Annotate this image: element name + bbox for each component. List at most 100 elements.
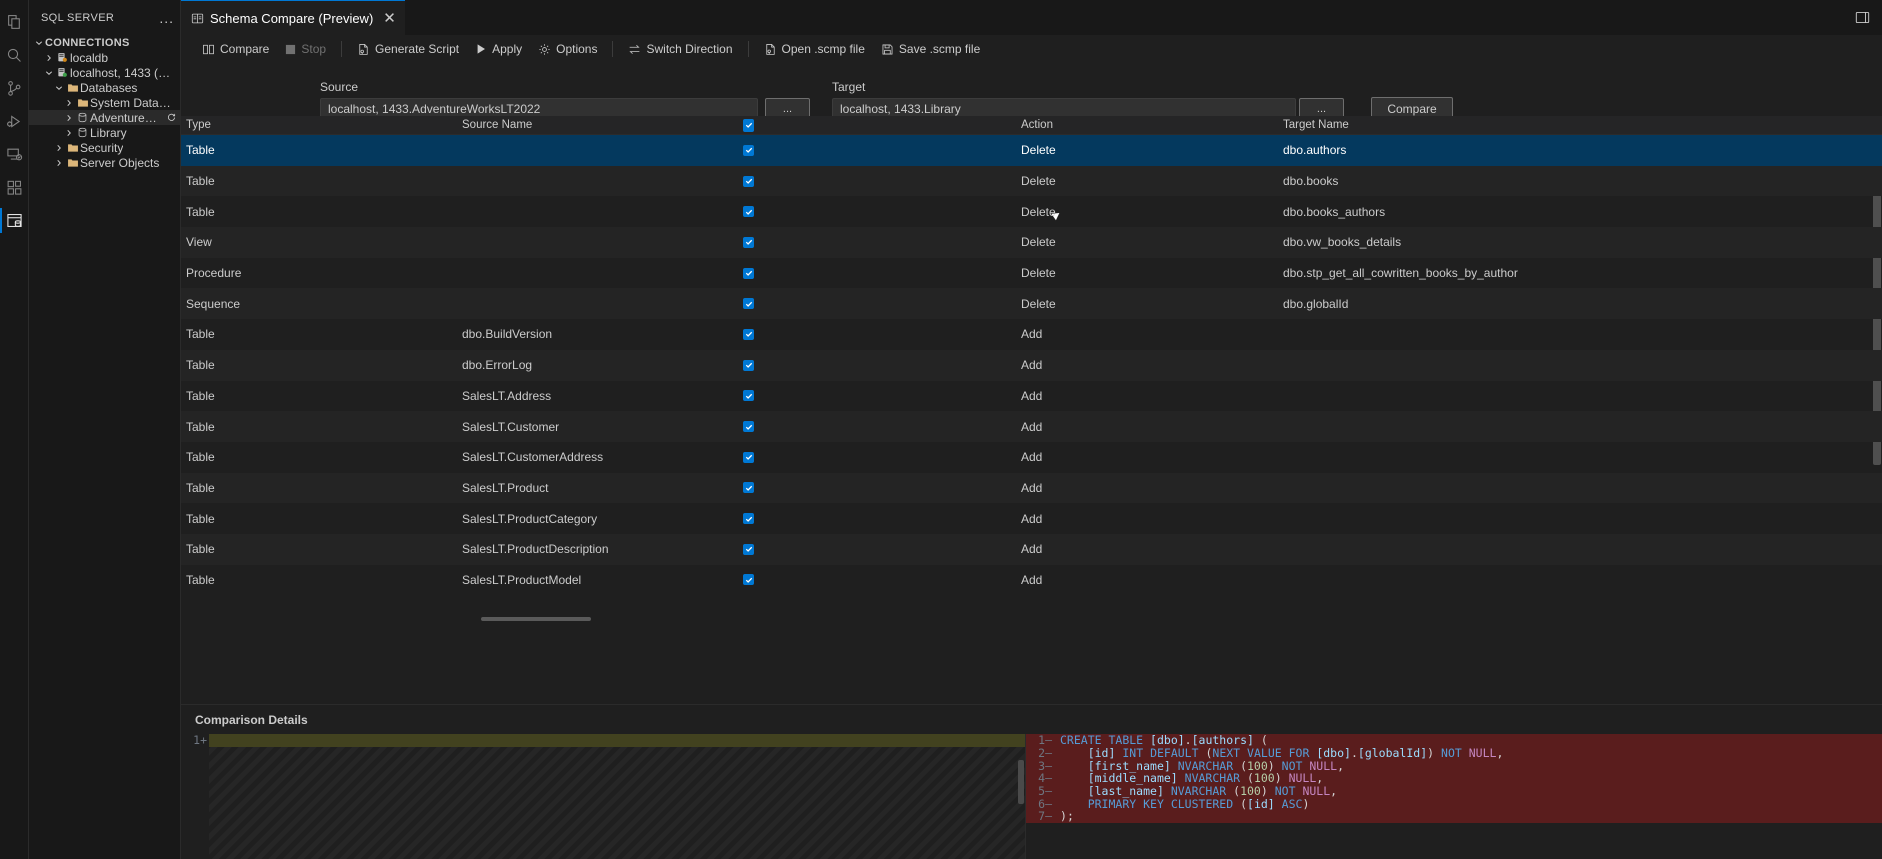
open-scmp-button[interactable]: Open .scmp file	[756, 39, 873, 59]
run-debug-icon[interactable]	[0, 105, 29, 138]
grid-horizontal-scrollbar[interactable]	[181, 617, 1882, 621]
chevron-right-icon[interactable]	[63, 114, 75, 122]
row-checkbox[interactable]	[743, 298, 754, 310]
more-actions-icon[interactable]: ...	[159, 9, 174, 26]
activity-bar	[0, 0, 29, 859]
source-control-icon[interactable]	[0, 72, 29, 105]
extensions-icon[interactable]	[0, 171, 29, 204]
table-row[interactable]: Table SalesLT.CustomerAddress Add	[181, 442, 1882, 473]
tab-close-icon[interactable]: ✕	[383, 9, 396, 27]
table-row[interactable]: Table SalesLT.ProductDescription Add	[181, 533, 1882, 565]
sidebar-title: SQL SERVER	[41, 11, 115, 24]
table-row[interactable]: Table SalesLT.Product Add	[181, 472, 1882, 504]
grid-hscroll-thumb[interactable]	[481, 617, 591, 621]
diff-line: 7—);	[1026, 809, 1882, 824]
explorer-icon[interactable]	[0, 6, 29, 39]
row-checkbox[interactable]	[743, 513, 754, 525]
diff-line-number: 1+	[193, 734, 207, 748]
save-scmp-button[interactable]: Save .scmp file	[873, 39, 988, 59]
diff-line-code: );	[1060, 809, 1074, 824]
chevron-right-icon[interactable]	[63, 129, 75, 137]
tab-schema-compare[interactable]: Schema Compare (Preview) ✕	[181, 0, 405, 35]
cell-action: Add	[1021, 358, 1043, 373]
sql-server-icon[interactable]	[0, 204, 29, 237]
row-checkbox[interactable]	[743, 206, 754, 218]
diff-left-scroll-thumb[interactable]	[1018, 760, 1024, 804]
tree-item-connections[interactable]: CONNECTIONS	[29, 35, 180, 50]
table-row[interactable]: Table SalesLT.ProductModel Add	[181, 565, 1882, 596]
remote-explorer-icon[interactable]	[0, 138, 29, 171]
tree-item-server-objects[interactable]: Server Objects	[29, 155, 180, 170]
switch-direction-button[interactable]: Switch Direction	[620, 39, 740, 59]
select-all-checkbox[interactable]	[743, 118, 754, 132]
row-checkbox[interactable]	[743, 175, 754, 187]
tree-item-label: Databases	[80, 80, 138, 95]
column-header-type[interactable]: Type	[186, 119, 211, 131]
row-checkbox[interactable]	[743, 574, 754, 586]
source-browse-button[interactable]: ...	[765, 98, 810, 120]
cell-action: Delete	[1021, 266, 1056, 281]
tree-item-security[interactable]: Security	[29, 140, 180, 155]
cell-target-name: dbo.books	[1283, 174, 1339, 189]
cell-action: Add	[1021, 388, 1043, 403]
row-checkbox[interactable]	[743, 482, 754, 494]
chevron-right-icon[interactable]	[53, 144, 65, 152]
row-checkbox[interactable]	[743, 359, 754, 371]
folder-icon	[65, 82, 80, 94]
row-checkbox[interactable]	[743, 451, 754, 463]
diff-empty-hatch	[209, 734, 1025, 859]
table-row[interactable]: Table dbo.ErrorLog Add	[181, 349, 1882, 381]
tree-item-adventureworkslt[interactable]: AdventureWorksLT...	[29, 110, 180, 125]
tree-item-localhost-1433-sql-serv[interactable]: localhost, 1433 (SQL Serv...	[29, 65, 180, 80]
compare-button[interactable]: Compare	[194, 39, 277, 59]
cell-type: Sequence	[186, 296, 241, 311]
chevron-right-icon[interactable]	[43, 54, 55, 62]
tree-item-system-databases[interactable]: System Databases	[29, 95, 180, 110]
tree-item-databases[interactable]: Databases	[29, 80, 180, 95]
column-header-action[interactable]: Action	[1021, 119, 1053, 131]
compare-run-button[interactable]: Compare	[1371, 97, 1453, 120]
column-header-target-name[interactable]: Target Name	[1283, 119, 1349, 131]
row-checkbox[interactable]	[743, 543, 754, 555]
chevron-down-icon[interactable]	[53, 84, 65, 92]
row-checkbox[interactable]	[743, 236, 754, 248]
options-button[interactable]: Options	[530, 39, 605, 59]
table-row[interactable]: View Delete dbo.vw_books_details	[181, 227, 1882, 258]
diff-source-pane[interactable]: 1+	[181, 734, 1026, 859]
editor-area: Schema Compare (Preview) ✕ Compare	[181, 0, 1882, 859]
table-row[interactable]: Sequence Delete dbo.globalId	[181, 288, 1882, 320]
chevron-right-icon[interactable]	[53, 159, 65, 167]
tree-item-library[interactable]: Library	[29, 125, 180, 140]
toggle-panel-icon[interactable]	[1855, 10, 1870, 25]
cell-action: Delete	[1021, 204, 1056, 219]
row-checkbox[interactable]	[743, 144, 754, 156]
chevron-right-icon[interactable]	[63, 99, 75, 107]
row-checkbox[interactable]	[743, 267, 754, 279]
table-row[interactable]: Table dbo.BuildVersion Add	[181, 319, 1882, 350]
table-row[interactable]: Table SalesLT.Customer Add	[181, 411, 1882, 442]
tree-item-label: localhost, 1433 (SQL Serv...	[70, 65, 176, 80]
chevron-down-icon[interactable]	[33, 39, 45, 47]
diff-added-line-highlight	[209, 734, 1025, 747]
checkbox-checked-icon	[743, 421, 754, 433]
row-checkbox[interactable]	[743, 328, 754, 340]
table-row[interactable]: Table Delete dbo.books_authors	[181, 196, 1882, 227]
tree-item-localdb[interactable]: localdb	[29, 50, 180, 65]
table-row[interactable]: Table SalesLT.ProductCategory Add	[181, 503, 1882, 534]
cell-action: Add	[1021, 419, 1043, 434]
column-header-source-name[interactable]: Source Name	[462, 119, 533, 131]
generate-script-button[interactable]: Generate Script	[349, 39, 467, 59]
row-checkbox[interactable]	[743, 390, 754, 402]
table-row[interactable]: Table Delete dbo.books	[181, 165, 1882, 197]
diff-target-pane[interactable]: 1— CREATE TABLE [dbo].[authors] (2— [id] …	[1026, 734, 1882, 859]
search-icon[interactable]	[0, 39, 29, 72]
row-checkbox[interactable]	[743, 421, 754, 433]
refresh-icon[interactable]	[167, 113, 176, 122]
diff-left-scrollbar[interactable]	[1017, 734, 1025, 859]
table-row[interactable]: Table Delete dbo.authors	[181, 135, 1882, 166]
table-row[interactable]: Table SalesLT.Address Add	[181, 381, 1882, 412]
apply-button[interactable]: Apply	[467, 39, 530, 59]
chevron-down-icon[interactable]	[43, 69, 55, 77]
table-row[interactable]: Procedure Delete dbo.stp_get_all_cowritten…	[181, 258, 1882, 289]
toolbar-separator-3	[747, 41, 749, 57]
